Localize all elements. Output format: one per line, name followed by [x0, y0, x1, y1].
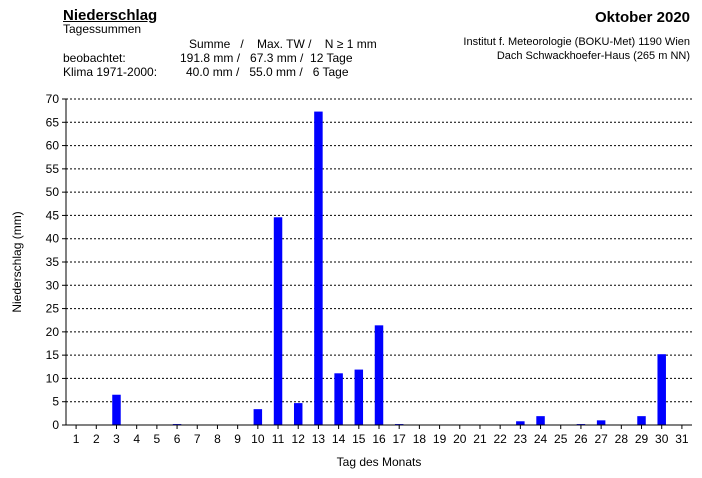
precipitation-bar [596, 420, 606, 425]
x-tick-label: 11 [272, 432, 285, 446]
chart-subtitle: Tagessummen [63, 22, 142, 36]
y-tick-label: 5 [52, 395, 59, 409]
precipitation-bar [354, 369, 364, 425]
x-tick-label: 7 [194, 432, 201, 446]
precipitation-bar [112, 394, 121, 425]
x-tick-label: 30 [655, 432, 669, 446]
y-tick-label: 30 [46, 278, 60, 292]
precipitation-bar [516, 421, 525, 425]
x-axis-label: Tag des Monats [337, 455, 422, 469]
x-tick-label: 12 [292, 432, 306, 446]
x-tick-label: 22 [493, 432, 507, 446]
precipitation-bar [637, 416, 646, 425]
y-tick-label: 15 [46, 348, 60, 362]
precipitation-bar [253, 409, 263, 425]
y-tick-label: 25 [46, 302, 60, 316]
institute-label: Institut f. Meteorologie (BOKU-Met) 1190… [463, 36, 690, 48]
x-tick-label: 15 [352, 432, 366, 446]
x-tick-label: 24 [534, 432, 548, 446]
x-tick-label: 23 [514, 432, 528, 446]
x-tick-label: 13 [312, 432, 326, 446]
x-tick-label: 17 [393, 432, 407, 446]
month-label: Oktober 2020 [594, 9, 690, 26]
x-tick-label: 31 [675, 432, 689, 446]
y-tick-label: 35 [46, 255, 60, 269]
location-label: Dach Schwackhoefer-Haus (265 m NN) [496, 50, 690, 62]
y-tick-label: 55 [46, 162, 60, 176]
x-tick-label: 20 [453, 432, 467, 446]
y-tick-label: 20 [46, 325, 60, 339]
precipitation-bar [273, 217, 283, 425]
x-tick-label: 19 [433, 432, 447, 446]
stats-column-headers: Summe / Max. TW / N ≥ 1 mm [189, 37, 377, 51]
x-tick-label: 8 [214, 432, 221, 446]
x-tick-label: 18 [413, 432, 427, 446]
y-tick-label: 65 [46, 115, 60, 129]
bar-layer [112, 111, 666, 426]
chart-title: Niederschlag [63, 7, 158, 24]
stats-climate-values: 40.0 mm / 55.0 mm / 6 Tage [186, 65, 349, 79]
x-tick-label: 26 [574, 432, 588, 446]
precipitation-bar [657, 354, 666, 425]
y-tick-label: 0 [52, 418, 59, 432]
x-tick-label: 6 [174, 432, 181, 446]
x-tick-label: 28 [615, 432, 629, 446]
precipitation-bar [293, 403, 303, 425]
x-tick-label: 5 [154, 432, 161, 446]
y-tick-label: 40 [46, 232, 60, 246]
x-tick-label: 25 [554, 432, 568, 446]
x-tick-label: 21 [473, 432, 487, 446]
precipitation-bar [314, 111, 323, 426]
precipitation-bar [374, 325, 384, 425]
x-tick-label: 14 [332, 432, 346, 446]
x-tick-label: 2 [93, 432, 100, 446]
x-tick-label: 27 [594, 432, 608, 446]
stats-observed-values: 191.8 mm / 67.3 mm / 12 Tage [180, 51, 353, 65]
y-tick-label: 70 [46, 92, 60, 106]
precipitation-bar [334, 373, 343, 425]
stats-observed-label: beobachtet: [63, 51, 126, 65]
y-axis-label: Niederschlag (mm) [10, 211, 24, 312]
x-tick-label: 10 [251, 432, 265, 446]
x-tick-label: 4 [133, 432, 140, 446]
precipitation-bar [536, 416, 545, 425]
y-tick-label: 60 [46, 139, 60, 153]
y-tick-label: 10 [46, 371, 60, 385]
stats-climate-label: Klima 1971-2000: [63, 65, 158, 79]
y-tick-label: 45 [46, 208, 60, 222]
x-tick-label: 9 [234, 432, 241, 446]
x-tick-label: 29 [635, 432, 649, 446]
y-tick-label: 50 [46, 185, 60, 199]
x-tick-label: 1 [73, 432, 80, 446]
x-tick-label: 16 [372, 432, 386, 446]
x-tick-label: 3 [113, 432, 120, 446]
